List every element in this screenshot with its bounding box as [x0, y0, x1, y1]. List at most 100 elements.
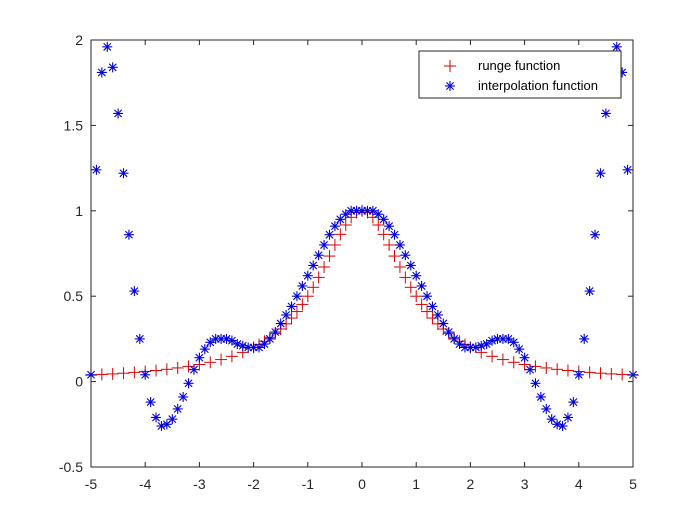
data-point [160, 363, 173, 376]
data-point [329, 221, 340, 232]
data-point [605, 367, 618, 380]
data-point [107, 62, 118, 73]
x-tick-label: -1 [302, 476, 315, 492]
data-point [281, 309, 292, 320]
data-point [372, 218, 385, 231]
x-tick-label: -5 [85, 476, 98, 492]
data-point [432, 309, 443, 320]
data-point [540, 361, 553, 374]
data-point [291, 291, 302, 302]
x-tick-label: 5 [629, 476, 637, 492]
y-tick-label: 1 [75, 203, 83, 219]
legend-marker-runge [444, 60, 456, 72]
data-point [285, 312, 298, 325]
data-point [367, 205, 378, 216]
data-point [91, 164, 102, 175]
data-point [438, 318, 449, 329]
legend: runge function interpolation function [418, 50, 622, 99]
data-point [328, 238, 341, 251]
x-axis: -5 -4 -3 -2 -1 0 1 2 3 4 5 [85, 40, 637, 492]
y-tick-label: -0.5 [59, 459, 83, 475]
data-point [421, 305, 434, 318]
data-point [594, 367, 607, 380]
data-point [394, 239, 405, 250]
x-tick-label: 3 [521, 476, 529, 492]
legend-label-runge: runge function [478, 58, 560, 73]
data-point [254, 342, 265, 353]
data-point [171, 361, 184, 374]
y-axis: -0.5 0 0.5 1 1.5 2 [59, 32, 633, 475]
data-point [323, 250, 336, 263]
data-point [204, 356, 217, 369]
data-point [96, 67, 107, 78]
data-point [172, 403, 183, 414]
plot-area [91, 40, 633, 467]
data-point [178, 391, 189, 402]
data-point [102, 41, 113, 52]
data-point [486, 350, 499, 363]
data-point [573, 369, 584, 380]
x-tick-label: 1 [412, 476, 420, 492]
data-point [226, 335, 237, 346]
data-point [156, 421, 167, 432]
data-point [117, 367, 130, 380]
x-tick-label: -3 [193, 476, 206, 492]
data-point [383, 238, 396, 251]
legend-label-interpolation: interpolation function [478, 78, 598, 93]
data-point [404, 281, 417, 294]
data-point [557, 421, 568, 432]
data-point [546, 414, 557, 425]
data-point [307, 281, 320, 294]
data-point [427, 301, 438, 312]
data-point [405, 260, 416, 271]
data-point [215, 353, 228, 366]
data-point [579, 333, 590, 344]
data-point [134, 333, 145, 344]
data-point [416, 280, 427, 291]
data-point [584, 286, 595, 297]
data-point [600, 108, 611, 119]
x-tick-label: 0 [358, 476, 366, 492]
data-point [590, 229, 601, 240]
data-point [561, 364, 574, 377]
data-point [388, 250, 401, 263]
data-point [529, 360, 542, 373]
data-point [541, 403, 552, 414]
data-point [313, 250, 324, 261]
data-point [225, 350, 238, 363]
data-point [568, 397, 579, 408]
data-point [525, 364, 536, 375]
data-point [167, 414, 178, 425]
y-tick-label: 1.5 [64, 117, 84, 133]
data-point [275, 318, 286, 329]
data-point [393, 260, 406, 273]
data-point [562, 412, 573, 423]
data-point [530, 378, 541, 389]
data-point [290, 305, 303, 318]
x-tick-label: 2 [467, 476, 475, 492]
data-point [426, 312, 439, 325]
data-point [302, 270, 313, 281]
x-tick-label: -4 [139, 476, 152, 492]
data-point [470, 342, 481, 353]
data-point [340, 209, 351, 220]
data-point [384, 221, 395, 232]
data-point [264, 333, 275, 344]
legend-box [418, 50, 622, 99]
data-point [182, 360, 195, 373]
data-point [399, 271, 412, 284]
data-point [123, 229, 134, 240]
data-point [496, 353, 509, 366]
data-point [106, 367, 119, 380]
data-point [389, 229, 400, 240]
data-point [129, 286, 140, 297]
data-point [377, 228, 390, 241]
data-point [312, 271, 325, 284]
data-point [128, 366, 141, 379]
data-point [151, 412, 162, 423]
data-point [454, 339, 465, 350]
data-point [583, 366, 596, 379]
x-tick-label: -2 [247, 476, 260, 492]
data-point [508, 337, 519, 348]
